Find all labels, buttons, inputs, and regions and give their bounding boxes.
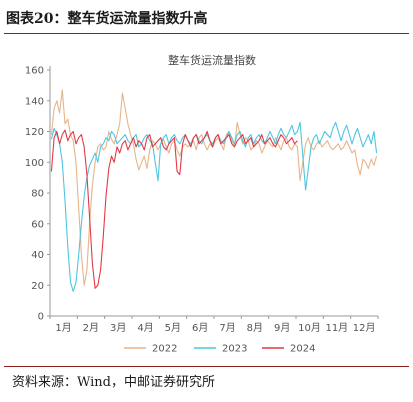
y-tick-label: 20: [31, 281, 44, 292]
y-tick-label: 60: [31, 219, 44, 230]
source-rule: [4, 366, 409, 367]
legend-label-2024: 2024: [290, 344, 315, 355]
y-tick-label: 120: [25, 127, 44, 138]
y-tick-label: 160: [25, 66, 44, 77]
line-chart: 整车货运流量指数 0 20 40 60 80 100 120 140 160 1月 2月 3月 4月 5…: [25, 53, 379, 355]
chart-legend: 2022 2023 2024: [124, 344, 315, 355]
y-tick-labels: 0 20 40 60 80 100 120 140 160: [25, 66, 50, 323]
x-tick-label: 7月: [219, 322, 235, 334]
x-tick-label: 8月: [247, 322, 263, 334]
y-tick-label: 80: [31, 189, 44, 200]
x-tick-label: 3月: [110, 322, 126, 334]
series-line-2022: [50, 89, 378, 286]
x-tick-labels: 1月 2月 3月 4月 5月 6月 7月 8月 9月 10月 11月 12月: [49, 316, 379, 334]
source-note: 资料来源：Wind，中邮证券研究所: [12, 375, 215, 390]
legend-label-2023: 2023: [222, 344, 247, 355]
x-tick-label: 1月: [55, 322, 71, 334]
x-tick-label: 10月: [298, 322, 321, 334]
x-tick-label: 2月: [83, 322, 99, 334]
chart-title: 整车货运流量指数: [168, 53, 256, 67]
title-rule: [4, 33, 409, 34]
x-tick-label: 6月: [192, 322, 208, 334]
y-tick-label: 140: [25, 96, 44, 107]
series-lines: [50, 89, 378, 292]
x-tick-label: 12月: [353, 322, 376, 334]
x-tick-label: 4月: [137, 322, 153, 334]
x-tick-label: 5月: [165, 322, 181, 334]
y-tick-label: 0: [38, 312, 44, 323]
x-tick-label: 9月: [274, 322, 290, 334]
series-line-2023: [50, 121, 378, 292]
y-tick-label: 40: [31, 250, 44, 261]
series-line-2024: [50, 129, 298, 289]
figure-title: 图表20：整车货运流量指数升高: [6, 11, 208, 27]
x-tick-label: 11月: [325, 322, 348, 334]
legend-label-2022: 2022: [152, 344, 177, 355]
y-tick-label: 100: [25, 158, 44, 169]
